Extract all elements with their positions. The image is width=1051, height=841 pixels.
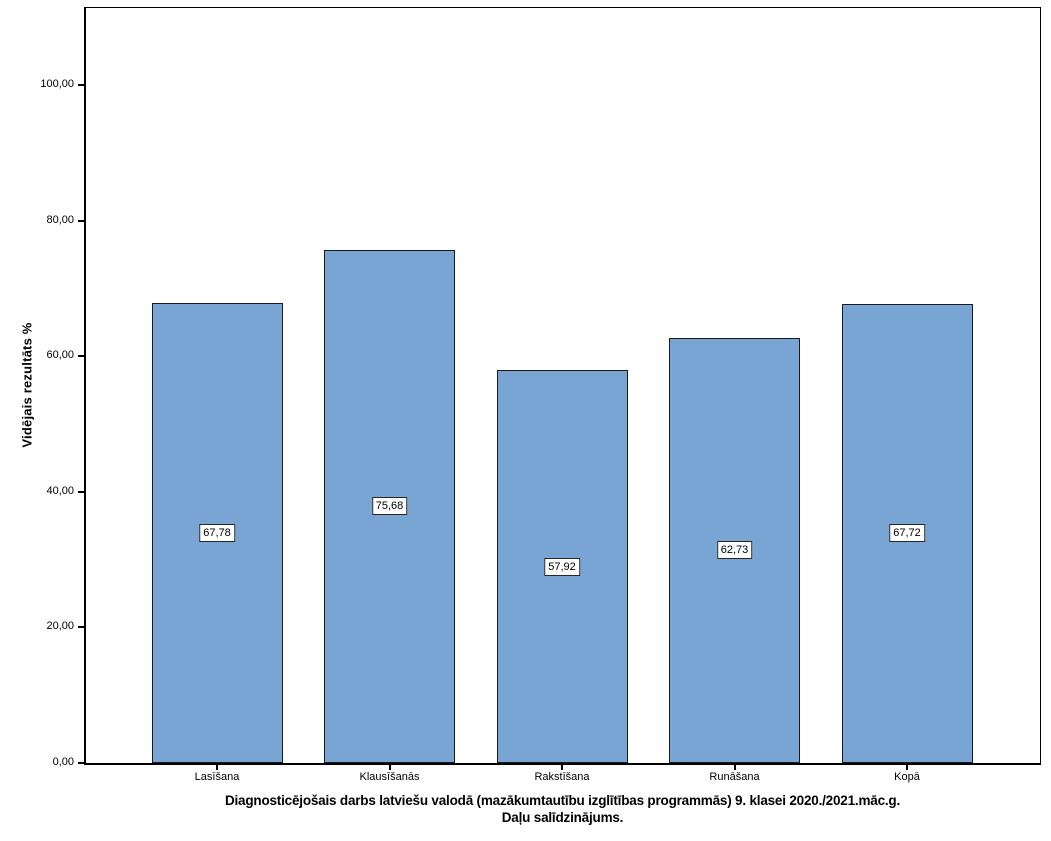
x-category-label: Kopā bbox=[894, 771, 920, 783]
y-axis-title: Vidējais rezultāts % bbox=[19, 322, 35, 448]
bar bbox=[151, 303, 283, 763]
y-tick-label: 20,00 bbox=[46, 620, 74, 633]
plot-area bbox=[84, 7, 1041, 765]
bar-value-label: 62,73 bbox=[716, 541, 753, 560]
x-tick-mark bbox=[388, 765, 391, 770]
chart-title-line2: Daļu salīdzinājums. bbox=[501, 810, 624, 825]
x-tick-mark bbox=[733, 765, 736, 770]
chart-title-line1: Diagnosticējošais darbs latviešu valodā … bbox=[224, 793, 901, 808]
x-category-label: Lasīšana bbox=[194, 771, 240, 783]
chart-title: Diagnosticējošais darbs latviešu valodā … bbox=[85, 792, 1040, 826]
y-tick-mark bbox=[78, 84, 85, 86]
bar-value-label: 67,72 bbox=[889, 524, 925, 543]
y-tick-mark bbox=[78, 355, 85, 358]
x-category-label: Runāšana bbox=[709, 771, 760, 783]
y-tick-label: 80,00 bbox=[46, 213, 74, 226]
y-tick-mark bbox=[78, 762, 85, 764]
x-tick-mark bbox=[561, 765, 563, 770]
y-tick-label: 0,00 bbox=[52, 756, 74, 768]
y-tick-label: 40,00 bbox=[46, 484, 74, 497]
bar-value-label: 67,78 bbox=[199, 524, 235, 543]
bar-value-label: 57,92 bbox=[544, 557, 580, 576]
y-tick-mark bbox=[78, 490, 85, 493]
y-tick-label: 60,00 bbox=[46, 349, 74, 362]
x-category-label: Klausīšanās bbox=[359, 771, 420, 783]
y-tick-mark bbox=[78, 219, 85, 222]
y-tick-label: 100,00 bbox=[40, 78, 74, 90]
x-category-label: Rakstīšana bbox=[534, 771, 590, 783]
x-tick-mark bbox=[216, 765, 218, 770]
bar-value-label: 75,68 bbox=[371, 497, 408, 516]
y-tick-mark bbox=[78, 626, 85, 629]
x-tick-mark bbox=[906, 765, 908, 770]
